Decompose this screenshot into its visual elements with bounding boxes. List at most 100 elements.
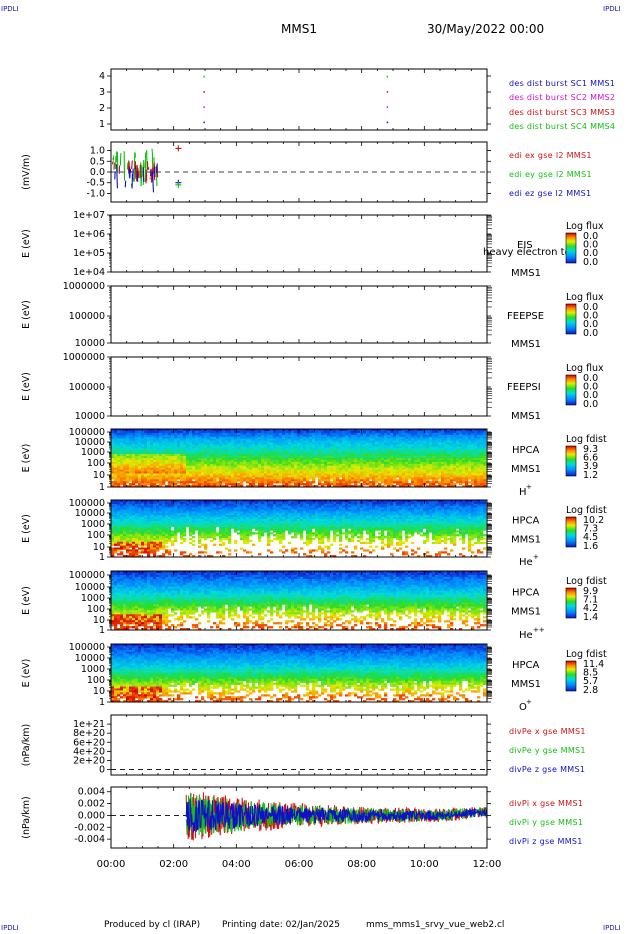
hpca_h-cell xyxy=(288,448,292,451)
hpca_h-cell xyxy=(246,481,250,484)
hpca_h-cell xyxy=(450,436,454,439)
hpca_he1-cell xyxy=(156,538,160,541)
hpca_h-cell xyxy=(303,444,307,447)
hpca_he1-cell xyxy=(183,520,187,524)
hpca_h-cell xyxy=(132,432,136,436)
hpca_h-cell xyxy=(468,461,472,465)
hpca_h-cell xyxy=(159,440,163,443)
hpca_h-cell xyxy=(330,436,334,439)
hpca_h-cell xyxy=(162,450,166,453)
hpca_h-cell xyxy=(171,456,175,459)
hpca_h-cell xyxy=(354,452,358,455)
hpca_he1-cell xyxy=(132,522,136,525)
hpca_h-cell xyxy=(450,434,454,438)
hpca_h-cell xyxy=(255,432,259,436)
hpca_he1-cell xyxy=(114,501,118,505)
hpca_h-cell xyxy=(375,430,379,434)
hpca_h-cell xyxy=(393,461,397,465)
hpca_he1-cell xyxy=(156,501,160,505)
hpca_h-cell xyxy=(120,432,124,436)
burst-point xyxy=(386,106,389,108)
hpca_h-cell xyxy=(144,446,148,449)
hpca_he1-cell xyxy=(114,524,118,527)
hpca_h-cell xyxy=(318,456,322,459)
hpca_h-cell xyxy=(480,475,484,478)
hpca_he1-cell xyxy=(132,526,136,529)
hpca_h-cell xyxy=(435,440,439,443)
hpca_he1-cell xyxy=(177,520,181,524)
hpca_h-cell xyxy=(408,442,412,445)
hpca_he1-cell xyxy=(156,528,160,531)
hpca_h-cell xyxy=(375,467,379,470)
hpca_h-cell xyxy=(138,440,142,443)
hpca_he1-cell xyxy=(147,520,151,524)
hpca_he1-cell xyxy=(159,509,163,512)
hpca_h-cell xyxy=(432,456,436,459)
hpca_h-cell xyxy=(135,479,139,482)
hpca_h-cell xyxy=(462,456,466,459)
hpca_he1-cell xyxy=(114,534,118,537)
hpca_h-cell xyxy=(123,477,127,480)
hpca_h-cell xyxy=(186,461,190,465)
hpca_h-cell xyxy=(390,452,394,455)
hpca_h-cell xyxy=(183,481,187,484)
hpca_h-cell xyxy=(135,456,139,459)
hpca_he1-cell xyxy=(168,532,172,535)
hpca_h-cell xyxy=(225,485,229,488)
hpca_h-cell xyxy=(477,429,481,432)
hpca_h-cell xyxy=(210,434,214,438)
hpca_h-cell xyxy=(282,475,286,478)
hpca_he1-cell xyxy=(117,553,121,556)
hpca_he1-cell xyxy=(111,555,115,558)
hpca_he1-cell xyxy=(156,534,160,537)
hpca_h-cell xyxy=(432,483,436,486)
hpca_he1-cell xyxy=(147,501,151,505)
hpca_h-cell xyxy=(363,429,367,432)
hpca_h-cell xyxy=(120,479,124,482)
hpca_h-cell xyxy=(270,483,274,486)
hpca_h-cell xyxy=(183,477,187,480)
hpca_h-cell xyxy=(411,436,415,439)
hpca_h-cell xyxy=(369,461,373,465)
hpca_h-cell xyxy=(402,454,406,457)
hpca_h-cell xyxy=(123,446,127,449)
hpca_h-cell xyxy=(258,459,262,463)
hpca_h-cell xyxy=(264,429,268,432)
hpca_h-cell xyxy=(189,434,193,438)
hpca_h-cell xyxy=(255,465,259,468)
hpca_he1-cell xyxy=(129,501,133,505)
hpca_h-cell xyxy=(339,436,343,439)
hpca_h-cell xyxy=(477,456,481,459)
hpca_h-cell xyxy=(183,473,187,476)
hpca_h-cell xyxy=(153,483,157,486)
hpca_h-cell xyxy=(402,481,406,484)
hpca_he1-cell xyxy=(147,532,151,535)
hpca_h-cell xyxy=(420,465,424,468)
hpca_h-cell xyxy=(237,448,241,451)
hpca_he1-cell xyxy=(165,517,169,520)
hpca_he1-cell xyxy=(153,555,157,558)
hpca_h-cell xyxy=(207,475,211,478)
hpca_h-cell xyxy=(162,444,166,447)
hpca_h-cell xyxy=(357,465,361,468)
hpca_h-cell xyxy=(393,467,397,470)
hpca_h-cell xyxy=(330,459,334,463)
hpca_h-cell xyxy=(408,475,412,478)
hpca_h-cell xyxy=(159,434,163,438)
hpca_h-cell xyxy=(129,442,133,445)
hpca_he1-cell xyxy=(177,522,181,525)
hpca_h-cell xyxy=(327,450,331,453)
hpca_h-cell xyxy=(426,434,430,438)
hpca_h-cell xyxy=(441,450,445,453)
hpca_h-cell xyxy=(228,434,232,438)
hpca_h-cell xyxy=(150,436,154,439)
hpca_h-cell xyxy=(456,430,460,434)
hpca_h-cell xyxy=(258,438,262,441)
hpca_h-cell xyxy=(480,467,484,470)
hpca_h-cell xyxy=(438,444,442,447)
hpca_he1-cell xyxy=(153,520,157,524)
hpca_h-cell xyxy=(432,438,436,441)
hpca_h-cell xyxy=(258,436,262,439)
hpca_h-cell xyxy=(438,467,442,470)
